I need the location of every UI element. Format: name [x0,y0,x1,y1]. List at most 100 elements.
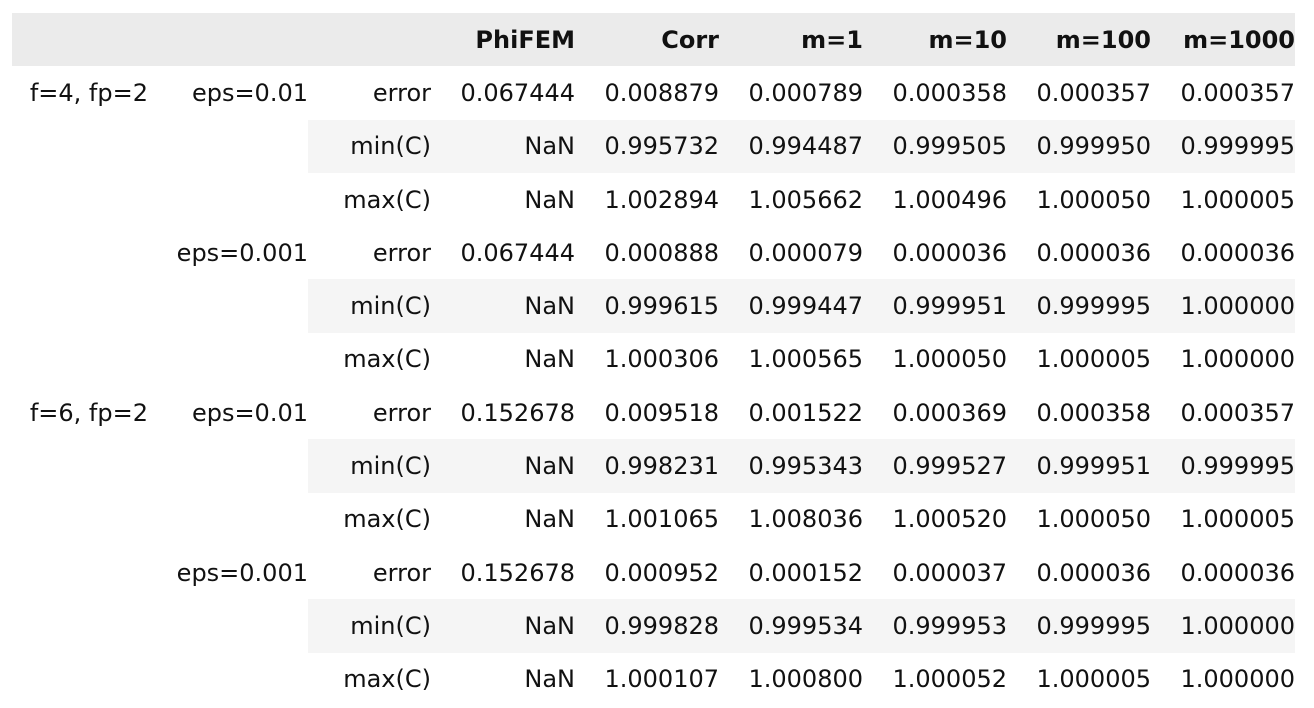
header-cell-blank [148,13,308,67]
table-cell: 0.152678 [460,398,575,427]
table-row: max(C) NaN 1.001065 1.008036 1.000520 1.00005… [12,493,1295,546]
table-cell: 1.000050 [1036,185,1151,214]
table-cell: 0.999447 [719,279,863,333]
table-cell: 0.999951 [863,279,1007,333]
group-label: f=4, fp=2 [29,79,148,108]
table-cell: 1.000000 [1180,665,1295,694]
table-cell: 0.000036 [892,238,1007,267]
table-cell: 1.000000 [1151,599,1295,653]
table-cell: 0.999995 [1007,279,1151,333]
table-cell: 0.000079 [748,238,863,267]
table-cell: 0.995732 [575,119,719,173]
table-cell: NaN [524,345,575,374]
table-cell: 1.000005 [1036,665,1151,694]
table-cell: 1.000050 [1036,505,1151,534]
table-cell: NaN [524,185,575,214]
table-cell: 1.002894 [604,185,719,214]
table-cell: 0.000357 [1180,398,1295,427]
table-cell: 1.000000 [1180,345,1295,374]
column-header-m1000: m=1000 [1151,13,1295,67]
table-cell: 0.000358 [1036,398,1151,427]
table-cell: 0.999615 [575,279,719,333]
table-cell: 0.994487 [719,119,863,173]
table-cell: 0.995343 [719,439,863,493]
table-cell: 1.001065 [604,505,719,534]
column-header-m1: m=1 [719,13,863,67]
table-row: eps=0.001 error 0.067444 0.000888 0.000079 0.… [12,226,1295,279]
table-cell: 0.999953 [863,599,1007,653]
metric-label: min(C) [308,119,431,173]
table-cell: 1.000005 [1036,345,1151,374]
metric-label: error [372,398,431,427]
table-cell: NaN [524,665,575,694]
table-cell: 0.152678 [460,558,575,587]
table-cell: 0.999534 [719,599,863,653]
column-header-m10: m=10 [863,13,1007,67]
table-row: eps=0.001 error 0.152678 0.000952 0.000152 0.… [12,546,1295,599]
table-cell: 0.000152 [748,558,863,587]
metric-label: max(C) [343,345,431,374]
table-cell: 0.000036 [1036,558,1151,587]
group-label: f=6, fp=2 [29,399,148,428]
table-cell: 0.000037 [892,558,1007,587]
table-row: max(C) NaN 1.000306 1.000565 1.000050 1.00000… [12,333,1295,386]
table-cell: 0.000952 [604,558,719,587]
eps-label: eps=0.01 [191,79,308,108]
metric-label: min(C) [308,279,431,333]
table-cell: 0.067444 [460,78,575,107]
metric-label: max(C) [343,665,431,694]
table-cell: 0.001522 [748,398,863,427]
eps-label: eps=0.001 [176,239,308,268]
table-cell: NaN [431,439,575,493]
table-row: min(C) NaN 0.999828 0.999534 0.999953 0.99999… [12,599,1295,653]
table-cell: 0.000036 [1180,238,1295,267]
table-cell: 1.000005 [1180,185,1295,214]
metric-label: min(C) [308,439,431,493]
table-cell: 1.000520 [892,505,1007,534]
table-cell: 0.000888 [604,238,719,267]
table-cell: 0.999951 [1007,439,1151,493]
table-row: f=4, fp=2 eps=0.01 error 0.067444 0.008879 0.… [12,66,1295,119]
table-cell: 1.000800 [748,665,863,694]
table-cell: 1.008036 [748,505,863,534]
table-cell: NaN [431,279,575,333]
metric-label: max(C) [343,185,431,214]
metric-label: error [372,558,431,587]
table-cell: 0.998231 [575,439,719,493]
table-cell: 0.999505 [863,119,1007,173]
table-row: min(C) NaN 0.998231 0.995343 0.999527 0.99995… [12,439,1295,493]
table-cell: 1.000306 [604,345,719,374]
column-header-m100: m=100 [1007,13,1151,67]
table-row: max(C) NaN 1.000107 1.000800 1.000052 1.00000… [12,653,1295,706]
metric-label: min(C) [308,599,431,653]
metric-label: error [372,78,431,107]
header-cell-blank [12,13,148,67]
table-row: min(C) NaN 0.995732 0.994487 0.999505 0.99995… [12,119,1295,173]
eps-label: eps=0.001 [176,558,308,587]
table-row: max(C) NaN 1.002894 1.005662 1.000496 1.00005… [12,173,1295,226]
table-cell: 0.000036 [1180,558,1295,587]
table-cell: NaN [524,505,575,534]
table-cell: 0.000357 [1180,78,1295,107]
table-cell: 1.000565 [748,345,863,374]
table-cell: NaN [431,119,575,173]
table-cell: NaN [431,599,575,653]
table-row: min(C) NaN 0.999615 0.999447 0.999951 0.99999… [12,279,1295,333]
table-cell: 0.009518 [604,398,719,427]
column-header-corr: Corr [575,13,719,67]
table-cell: 0.000789 [748,78,863,107]
table-cell: 1.000496 [892,185,1007,214]
table-cell: 1.000052 [892,665,1007,694]
metric-label: max(C) [343,505,431,534]
table-cell: 1.000107 [604,665,719,694]
table-cell: 0.999995 [1151,119,1295,173]
table-cell: 0.000036 [1036,238,1151,267]
table-cell: 0.999828 [575,599,719,653]
table-cell: 1.000050 [892,345,1007,374]
header-row: PhiFEM Corr m=1 m=10 m=100 m=1000 [12,13,1295,67]
table-cell: 0.008879 [604,78,719,107]
table-cell: 0.000357 [1036,78,1151,107]
table-cell: 0.999950 [1007,119,1151,173]
table-cell: 1.000005 [1180,505,1295,534]
